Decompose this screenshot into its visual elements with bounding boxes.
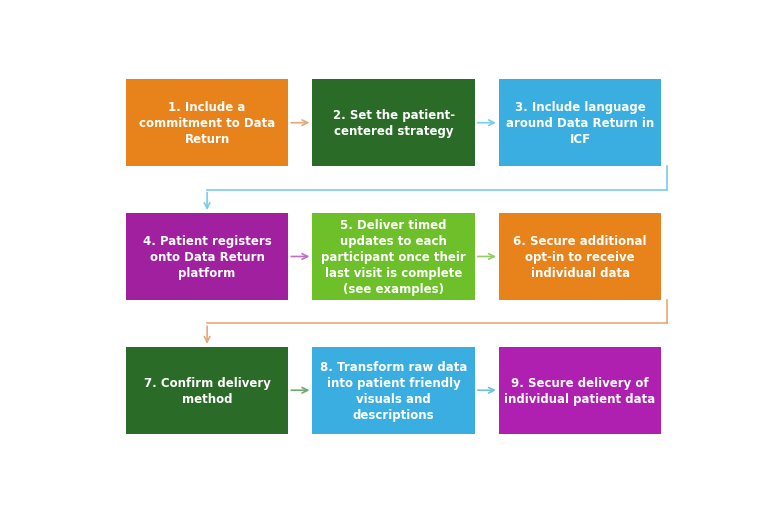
Text: 2. Set the patient-
centered strategy: 2. Set the patient- centered strategy [333, 109, 455, 138]
Bar [126, 80, 289, 167]
Bar [313, 214, 475, 300]
Text: 8. Transform raw data
into patient friendly
visuals and
descriptions: 8. Transform raw data into patient frien… [320, 360, 467, 421]
Text: 1. Include a
commitment to Data
Return: 1. Include a commitment to Data Return [139, 101, 275, 146]
Bar [498, 347, 661, 434]
Text: 9. Secure delivery of
individual patient data: 9. Secure delivery of individual patient… [505, 376, 656, 405]
Bar [498, 80, 661, 167]
Text: 4. Patient registers
onto Data Return
platform: 4. Patient registers onto Data Return pl… [143, 234, 271, 279]
Bar [126, 214, 289, 300]
Bar [313, 347, 475, 434]
Text: 7. Confirm delivery
method: 7. Confirm delivery method [144, 376, 270, 405]
Text: 6. Secure additional
opt-in to receive
individual data: 6. Secure additional opt-in to receive i… [513, 234, 647, 279]
Bar [313, 80, 475, 167]
Text: 3. Include language
around Data Return in
ICF: 3. Include language around Data Return i… [506, 101, 654, 146]
Bar [498, 214, 661, 300]
Bar [126, 347, 289, 434]
Text: 5. Deliver timed
updates to each
participant once their
last visit is complete
(: 5. Deliver timed updates to each partici… [321, 219, 466, 295]
